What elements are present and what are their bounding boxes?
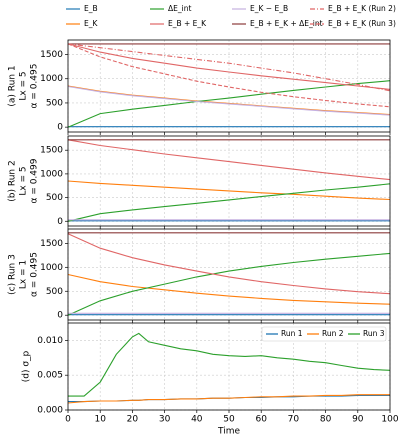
y-tick-label: 0	[57, 217, 63, 227]
plot-frame	[67, 228, 391, 321]
legend-label: ΔE_int	[168, 4, 191, 13]
y-axis-label: (c) Run 3	[8, 254, 18, 295]
y-tick-label: 500	[46, 287, 63, 297]
x-tick-label: 30	[159, 415, 171, 425]
series-line	[67, 85, 391, 116]
y-tick-label: 1500	[40, 239, 63, 249]
legend-label: E_B + E_K (Run 2)	[328, 4, 396, 13]
y-tick-label: 1000	[40, 169, 63, 179]
series-line	[67, 43, 391, 92]
y-axis-label: (b) Run 2	[8, 160, 18, 201]
y-tick-label: 500	[46, 193, 63, 203]
y-tick-label: 0	[57, 311, 63, 321]
legend-label: E_B + E_K	[168, 19, 207, 28]
y-axis-label: (a) Run 1	[8, 65, 18, 106]
plot-frame	[67, 39, 391, 133]
x-tick-label: 40	[191, 415, 203, 425]
y-tick-label: 1500	[40, 50, 63, 60]
x-tick-label: 20	[127, 415, 139, 425]
series-line	[67, 183, 391, 222]
plot-frame	[67, 135, 391, 227]
y-tick-label: 0.005	[37, 371, 63, 381]
series-line	[67, 139, 391, 181]
series-line	[67, 80, 391, 128]
series-line	[67, 180, 391, 201]
series-line	[67, 43, 391, 108]
x-tick-label: 60	[255, 415, 267, 425]
series-line	[67, 43, 391, 90]
legend-label: Run 2	[322, 329, 344, 338]
y-axis-label: α = 0.499	[30, 158, 40, 203]
x-tick-label: 80	[320, 415, 332, 425]
legend: Run 1 Run 2 Run 3	[261, 326, 387, 342]
y-axis-label: Lx = 5	[19, 71, 29, 100]
x-axis-label: Time	[217, 427, 240, 437]
legend-label: E_B	[84, 4, 98, 13]
x-tick-label: 70	[288, 415, 300, 425]
legend: E_B E_K ΔE_int E_B + E_K E_K − E_B E_B + E_K …	[66, 4, 396, 28]
y-tick-label: 1500	[40, 146, 63, 156]
x-tick-label: 100	[381, 415, 398, 425]
y-tick-label: 1000	[40, 74, 63, 84]
y-axis-label: Lx = 1	[19, 260, 29, 289]
legend-label: Run 1	[281, 329, 303, 338]
y-tick-label: 0.000	[37, 406, 63, 416]
y-axis-label: Lx = 5	[19, 166, 29, 195]
series-line	[67, 252, 391, 316]
series-line	[67, 233, 391, 295]
y-axis-label: α = 0.495	[30, 252, 40, 297]
legend-label: Run 3	[363, 329, 385, 338]
x-tick-label: 50	[223, 415, 235, 425]
legend-label: E_K	[84, 19, 98, 28]
series-line	[68, 332, 391, 397]
series-line	[67, 273, 391, 305]
legend-box	[261, 326, 387, 342]
legend-label: E_B + E_K (Run 3)	[328, 19, 396, 28]
y-tick-label: 0	[57, 123, 63, 133]
y-tick-label: 0.010	[37, 336, 63, 346]
plot-frame	[67, 322, 391, 411]
x-tick-label: 10	[94, 415, 106, 425]
legend-label: E_K − E_B	[250, 4, 288, 13]
x-tick-label: 90	[352, 415, 364, 425]
series-line	[67, 394, 390, 404]
legend-label: E_B + E_K + ΔE_int	[250, 19, 323, 28]
y-tick-label: 500	[46, 98, 63, 108]
y-tick-label: 1000	[40, 263, 63, 273]
y-axis-label: (d) σ_p	[22, 350, 32, 382]
x-tick-label: 0	[65, 415, 71, 425]
y-axis-label: α = 0.495	[30, 64, 40, 109]
